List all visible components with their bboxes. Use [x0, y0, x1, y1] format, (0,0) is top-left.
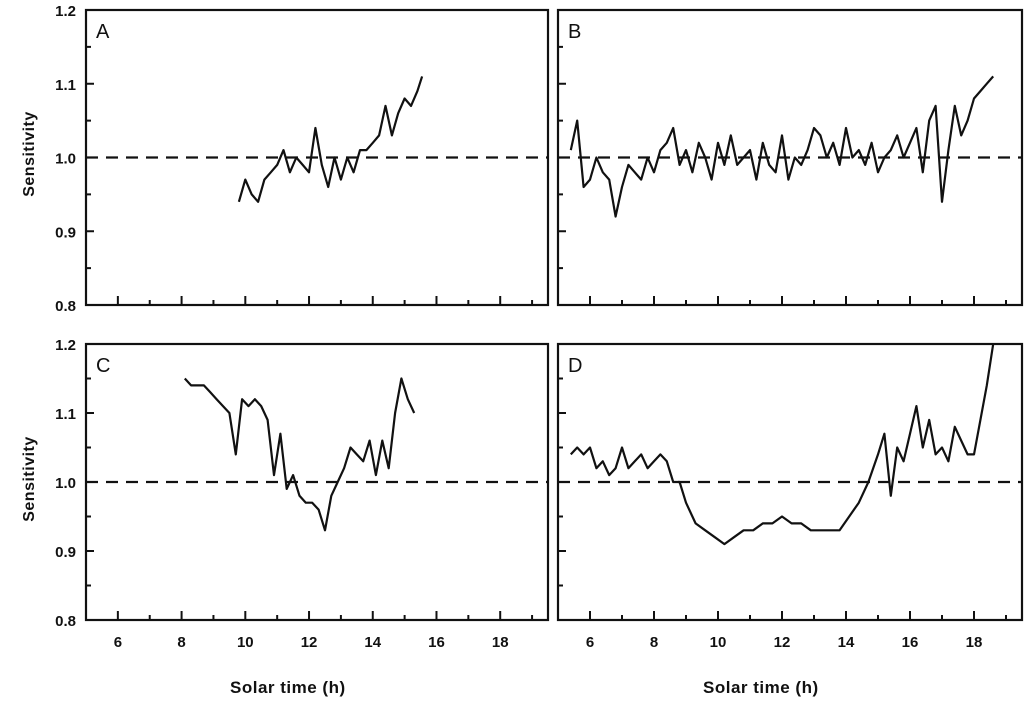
x-axis-label-right: Solar time (h): [703, 678, 819, 697]
y-tick-label: 1.2: [55, 3, 76, 20]
panel-letter: B: [568, 21, 581, 43]
x-tick-label: 6: [586, 634, 594, 651]
y-tick-label: 1.0: [55, 151, 76, 168]
panel-letter: D: [568, 355, 582, 377]
panel-d: D 6 8 10 12 14 16 18: [556, 342, 1024, 651]
y-axis-label-top: Sensitivity: [21, 111, 38, 197]
x-tick-label: 16: [428, 634, 445, 651]
y-tick-label: 0.9: [55, 544, 76, 561]
x-tick-label: 10: [710, 634, 727, 651]
panel-c: C 0.8 0.9 1.0 1.1 1.2 6 8 10 12 14 16 18: [55, 337, 550, 651]
panel-a: A 0.8 0.9 1.0 1.1 1.2: [55, 3, 550, 315]
x-tick-label: 10: [237, 634, 254, 651]
x-tick-label: 8: [177, 634, 185, 651]
y-tick-label: 0.9: [55, 224, 76, 241]
x-tick-label: 6: [114, 634, 122, 651]
x-tick-label: 16: [902, 634, 919, 651]
series-line: [569, 75, 995, 218]
y-tick-label: 1.0: [55, 475, 76, 492]
x-tick-label: 14: [364, 634, 381, 651]
series-line: [183, 377, 416, 532]
panel-letter: A: [96, 21, 110, 43]
y-tick-label: 0.8: [55, 298, 76, 315]
x-tick-label: 8: [650, 634, 658, 651]
x-axis-label-left: Solar time (h): [230, 678, 346, 697]
x-tick-label: 12: [774, 634, 791, 651]
y-tick-label: 0.8: [55, 613, 76, 630]
panel-letter: C: [96, 355, 110, 377]
x-tick-label: 18: [966, 634, 983, 651]
y-tick-label: 1.1: [55, 406, 76, 423]
y-tick-label: 1.2: [55, 337, 76, 354]
panel-b: B: [556, 8, 1024, 307]
x-tick-label: 12: [301, 634, 318, 651]
series-line: [569, 343, 995, 546]
x-tick-label: 14: [838, 634, 855, 651]
y-tick-label: 1.1: [55, 77, 76, 94]
series-line: [237, 76, 424, 203]
y-axis-label-bottom: Sensitivity: [21, 436, 38, 522]
x-tick-label: 18: [492, 634, 509, 651]
